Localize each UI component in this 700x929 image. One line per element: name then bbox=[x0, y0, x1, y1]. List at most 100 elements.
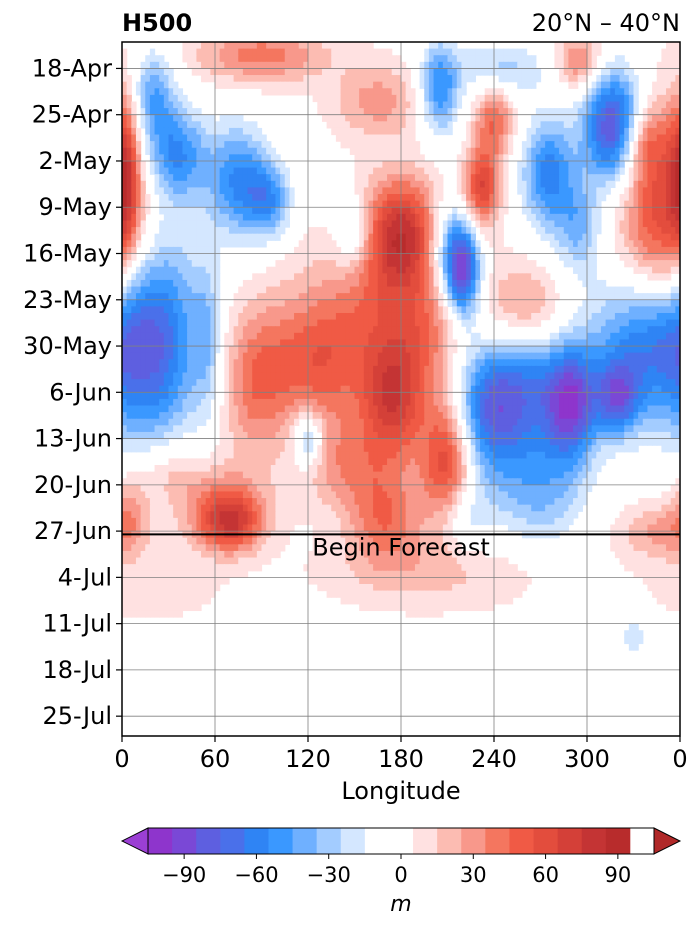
heatmap-cell bbox=[359, 134, 365, 142]
heatmap-cell bbox=[252, 233, 258, 241]
heatmap-cell bbox=[201, 147, 207, 155]
heatmap-cell bbox=[642, 213, 649, 222]
heatmap-cell bbox=[591, 365, 597, 374]
heatmap-cell bbox=[642, 379, 649, 387]
heatmap-cell bbox=[424, 88, 430, 96]
heatmap-cell bbox=[633, 227, 639, 235]
heatmap-cell bbox=[154, 94, 160, 103]
heatmap-cell bbox=[377, 180, 383, 189]
heatmap-cell bbox=[428, 167, 435, 175]
heatmap-cell bbox=[503, 312, 509, 321]
heatmap-cell bbox=[159, 55, 165, 63]
heatmap-cell bbox=[428, 200, 435, 208]
heatmap-cell bbox=[401, 94, 407, 103]
heatmap-cell bbox=[559, 233, 565, 241]
heatmap-cell bbox=[670, 260, 676, 268]
heatmap-cell bbox=[447, 220, 453, 228]
heatmap-cell bbox=[442, 81, 449, 89]
heatmap-cell bbox=[354, 61, 360, 70]
heatmap-cell bbox=[559, 160, 565, 169]
heatmap-cell bbox=[656, 352, 662, 360]
heatmap-cell bbox=[201, 293, 207, 301]
heatmap-cell bbox=[173, 121, 179, 129]
heatmap-cell bbox=[600, 372, 607, 380]
heatmap-cell bbox=[242, 207, 249, 215]
heatmap-cell bbox=[438, 293, 444, 301]
heatmap-cell bbox=[424, 48, 430, 56]
heatmap-cell bbox=[368, 299, 374, 307]
heatmap-cell bbox=[521, 379, 528, 387]
heatmap-cell bbox=[247, 213, 253, 222]
heatmap-cell bbox=[159, 134, 165, 142]
heatmap-cell bbox=[498, 312, 504, 321]
heatmap-cell bbox=[238, 312, 244, 321]
heatmap-cell bbox=[289, 88, 295, 96]
heatmap-cell bbox=[294, 339, 300, 347]
heatmap-cell bbox=[661, 127, 667, 136]
heatmap-cell bbox=[187, 306, 193, 314]
heatmap-cell bbox=[201, 167, 207, 175]
heatmap-cell bbox=[210, 246, 216, 255]
heatmap-cell bbox=[661, 147, 667, 155]
heatmap-cell bbox=[605, 81, 611, 89]
heatmap-cell bbox=[168, 312, 174, 321]
heatmap-cell bbox=[252, 174, 258, 182]
heatmap-cell bbox=[154, 141, 160, 149]
heatmap-cell bbox=[582, 180, 588, 189]
heatmap-cell bbox=[414, 174, 421, 182]
heatmap-cell bbox=[596, 312, 602, 321]
heatmap-cell bbox=[670, 81, 676, 89]
heatmap-cell bbox=[275, 379, 281, 387]
heatmap-cell bbox=[484, 68, 490, 76]
heatmap-cell bbox=[298, 279, 304, 288]
heatmap-cell bbox=[545, 108, 551, 116]
heatmap-cell bbox=[201, 134, 207, 142]
heatmap-cell bbox=[591, 273, 597, 281]
heatmap-cell bbox=[382, 160, 388, 169]
heatmap-cell bbox=[656, 379, 662, 387]
heatmap-cell bbox=[559, 372, 565, 380]
heatmap-cell bbox=[345, 127, 351, 136]
heatmap-cell bbox=[452, 207, 458, 215]
heatmap-cell bbox=[219, 240, 225, 248]
heatmap-cell bbox=[424, 326, 430, 334]
heatmap-cell bbox=[238, 61, 244, 70]
heatmap-cell bbox=[215, 48, 221, 56]
heatmap-cell bbox=[475, 207, 481, 215]
heatmap-cell bbox=[554, 379, 560, 387]
heatmap-cell bbox=[675, 346, 680, 354]
heatmap-cell bbox=[470, 147, 476, 155]
heatmap-cell bbox=[600, 81, 607, 89]
heatmap-cell bbox=[475, 286, 481, 294]
heatmap-cell bbox=[205, 246, 211, 255]
heatmap-cell bbox=[387, 312, 393, 321]
heatmap-cell bbox=[289, 352, 295, 360]
heatmap-cell bbox=[535, 266, 542, 274]
heatmap-cell bbox=[205, 346, 211, 354]
heatmap-cell bbox=[154, 88, 160, 96]
heatmap-cell bbox=[266, 200, 272, 208]
heatmap-cell bbox=[187, 372, 193, 380]
heatmap-cell bbox=[219, 134, 225, 142]
heatmap-cell bbox=[205, 299, 211, 307]
heatmap-cell bbox=[163, 75, 170, 83]
heatmap-cell bbox=[182, 306, 188, 314]
heatmap-cell bbox=[614, 127, 621, 136]
heatmap-cell bbox=[368, 286, 374, 294]
heatmap-cell bbox=[215, 187, 221, 195]
heatmap-cell bbox=[521, 365, 528, 374]
heatmap-cell bbox=[656, 293, 662, 301]
heatmap-cell bbox=[433, 352, 439, 360]
heatmap-cell bbox=[517, 160, 523, 169]
heatmap-cell bbox=[447, 108, 453, 116]
heatmap-cell bbox=[359, 253, 365, 261]
heatmap-cell bbox=[359, 312, 365, 321]
heatmap-cell bbox=[587, 114, 593, 122]
heatmap-cell bbox=[349, 299, 356, 307]
heatmap-cell bbox=[396, 101, 402, 109]
heatmap-cell bbox=[577, 180, 583, 189]
heatmap-cell bbox=[382, 61, 388, 70]
heatmap-cell bbox=[456, 75, 463, 83]
heatmap-cell bbox=[419, 160, 425, 169]
heatmap-cell bbox=[452, 88, 458, 96]
